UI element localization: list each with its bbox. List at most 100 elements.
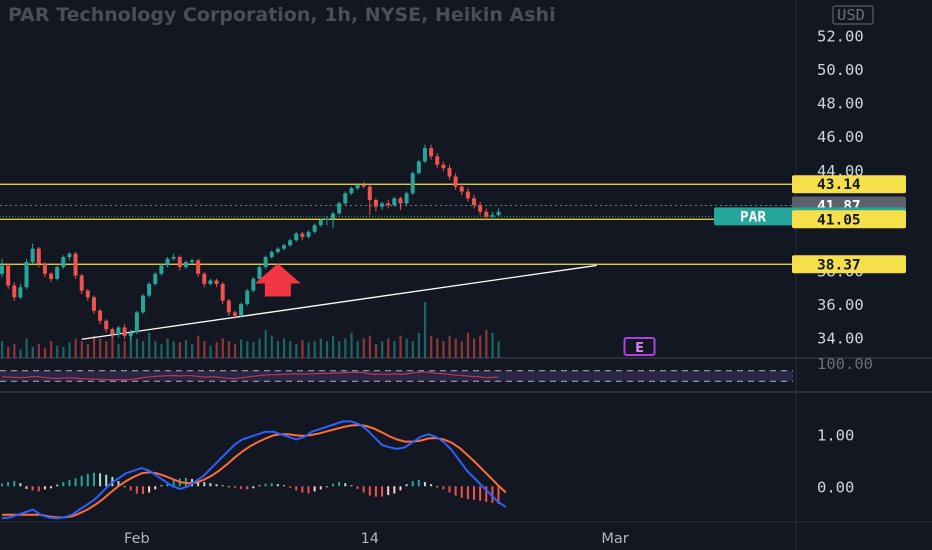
volume-bar <box>31 346 34 358</box>
macd-histogram-bar <box>295 486 298 491</box>
volume-bar <box>148 332 151 358</box>
candles <box>0 144 501 341</box>
macd-histogram-bar <box>13 481 16 487</box>
time-axis[interactable]: Feb 14 Mar <box>124 531 629 547</box>
candle-body <box>337 203 342 214</box>
earnings-event-marker[interactable]: E <box>623 337 656 356</box>
up-arrow-annotation[interactable] <box>254 263 301 297</box>
candle-body <box>177 257 182 268</box>
candle-body <box>447 168 452 177</box>
macd-histogram-bar <box>319 486 322 490</box>
macd-histogram-bar <box>166 482 169 487</box>
volume-bar <box>387 338 390 358</box>
macd-tick-label: 1.00 <box>817 426 854 444</box>
candle-body <box>208 280 213 284</box>
candle-body <box>300 233 305 237</box>
candle-body <box>122 327 127 336</box>
volume-bar <box>203 341 206 358</box>
candle-body <box>73 253 78 276</box>
volume-bar <box>252 342 255 358</box>
volume-bar <box>491 332 494 358</box>
volume-bar <box>233 344 237 358</box>
macd-histogram-bar <box>466 486 469 500</box>
trendline-segment[interactable] <box>81 264 597 340</box>
price-tick-label: 46.00 <box>817 128 864 146</box>
candle-body <box>36 248 41 264</box>
macd-histogram-bar <box>105 474 108 487</box>
event-badge[interactable] <box>623 337 656 356</box>
macd-histogram-bar <box>227 486 230 488</box>
macd-histogram-bar <box>368 486 371 496</box>
macd-tick-label: 0.00 <box>817 478 854 496</box>
macd-histogram-bar <box>405 484 408 487</box>
rsi-line <box>1 371 499 381</box>
volume-bar <box>399 335 402 358</box>
candle-body <box>361 184 366 187</box>
volume-bar <box>485 330 488 358</box>
macd-histogram-bar <box>381 486 384 497</box>
volume-bar <box>141 341 145 358</box>
macd-panel <box>1 420 507 520</box>
volume-bar <box>25 338 28 358</box>
candle-body <box>306 231 311 237</box>
candle-body <box>104 320 109 330</box>
volume-bar <box>436 338 439 358</box>
candle-body <box>373 199 378 207</box>
macd-histogram-bar <box>270 483 273 487</box>
macd-histogram-bar <box>307 486 310 494</box>
macd-histogram-bar <box>19 483 22 487</box>
volume-bar <box>197 335 200 358</box>
macd-histogram-bar <box>233 486 236 488</box>
candle-body <box>484 211 489 217</box>
candle-body <box>404 193 409 204</box>
candle-body <box>465 191 470 199</box>
candle-body <box>18 287 23 298</box>
volume-bar <box>423 302 427 358</box>
macd-histogram-bar <box>301 486 304 493</box>
candle-body <box>281 245 286 249</box>
candle-body <box>386 203 391 206</box>
candle-body <box>294 233 299 241</box>
macd-histogram-bar <box>338 482 341 487</box>
price-tick-label: 50.00 <box>817 61 864 79</box>
red-up-arrow[interactable] <box>254 263 301 297</box>
candle-body <box>453 176 458 187</box>
currency-label: USD <box>837 6 865 24</box>
volume-bar <box>393 341 396 358</box>
price-tick-label: 48.00 <box>817 95 864 113</box>
macd-histogram-bar <box>117 481 120 487</box>
candle-body <box>30 248 35 263</box>
macd-histogram-bar <box>135 486 138 494</box>
trendline[interactable] <box>81 264 597 340</box>
volume-bar <box>325 341 329 358</box>
volume-bar <box>319 338 322 358</box>
macd-histogram-bar <box>141 486 144 495</box>
candle-body <box>55 267 60 279</box>
candle-body <box>478 205 483 212</box>
volume-bar <box>442 341 445 358</box>
volume-bar <box>338 341 341 358</box>
volume-bar <box>295 344 298 358</box>
macd-histogram-bar <box>86 473 89 487</box>
volume-bar <box>289 341 292 358</box>
volume-bar <box>411 341 414 358</box>
macd-histogram-bar <box>362 486 365 493</box>
currency-box <box>832 5 874 25</box>
volume-bar <box>417 332 421 358</box>
symbol-tag[interactable] <box>714 207 794 226</box>
volume-bar <box>368 335 371 358</box>
candle-body <box>214 280 219 284</box>
macd-histogram-bar <box>215 484 218 487</box>
macd-histogram-bar <box>454 486 457 496</box>
candle-body <box>196 260 201 274</box>
candle-body <box>416 161 421 174</box>
horizontal-levels[interactable] <box>0 183 793 265</box>
volume-bar <box>105 341 108 358</box>
time-tick-label: 14 <box>361 531 379 547</box>
volume-bar <box>362 338 365 358</box>
volume-bar <box>43 347 47 358</box>
price-label-box <box>792 210 906 229</box>
candle-body <box>0 265 4 274</box>
macd-line <box>1 420 507 520</box>
